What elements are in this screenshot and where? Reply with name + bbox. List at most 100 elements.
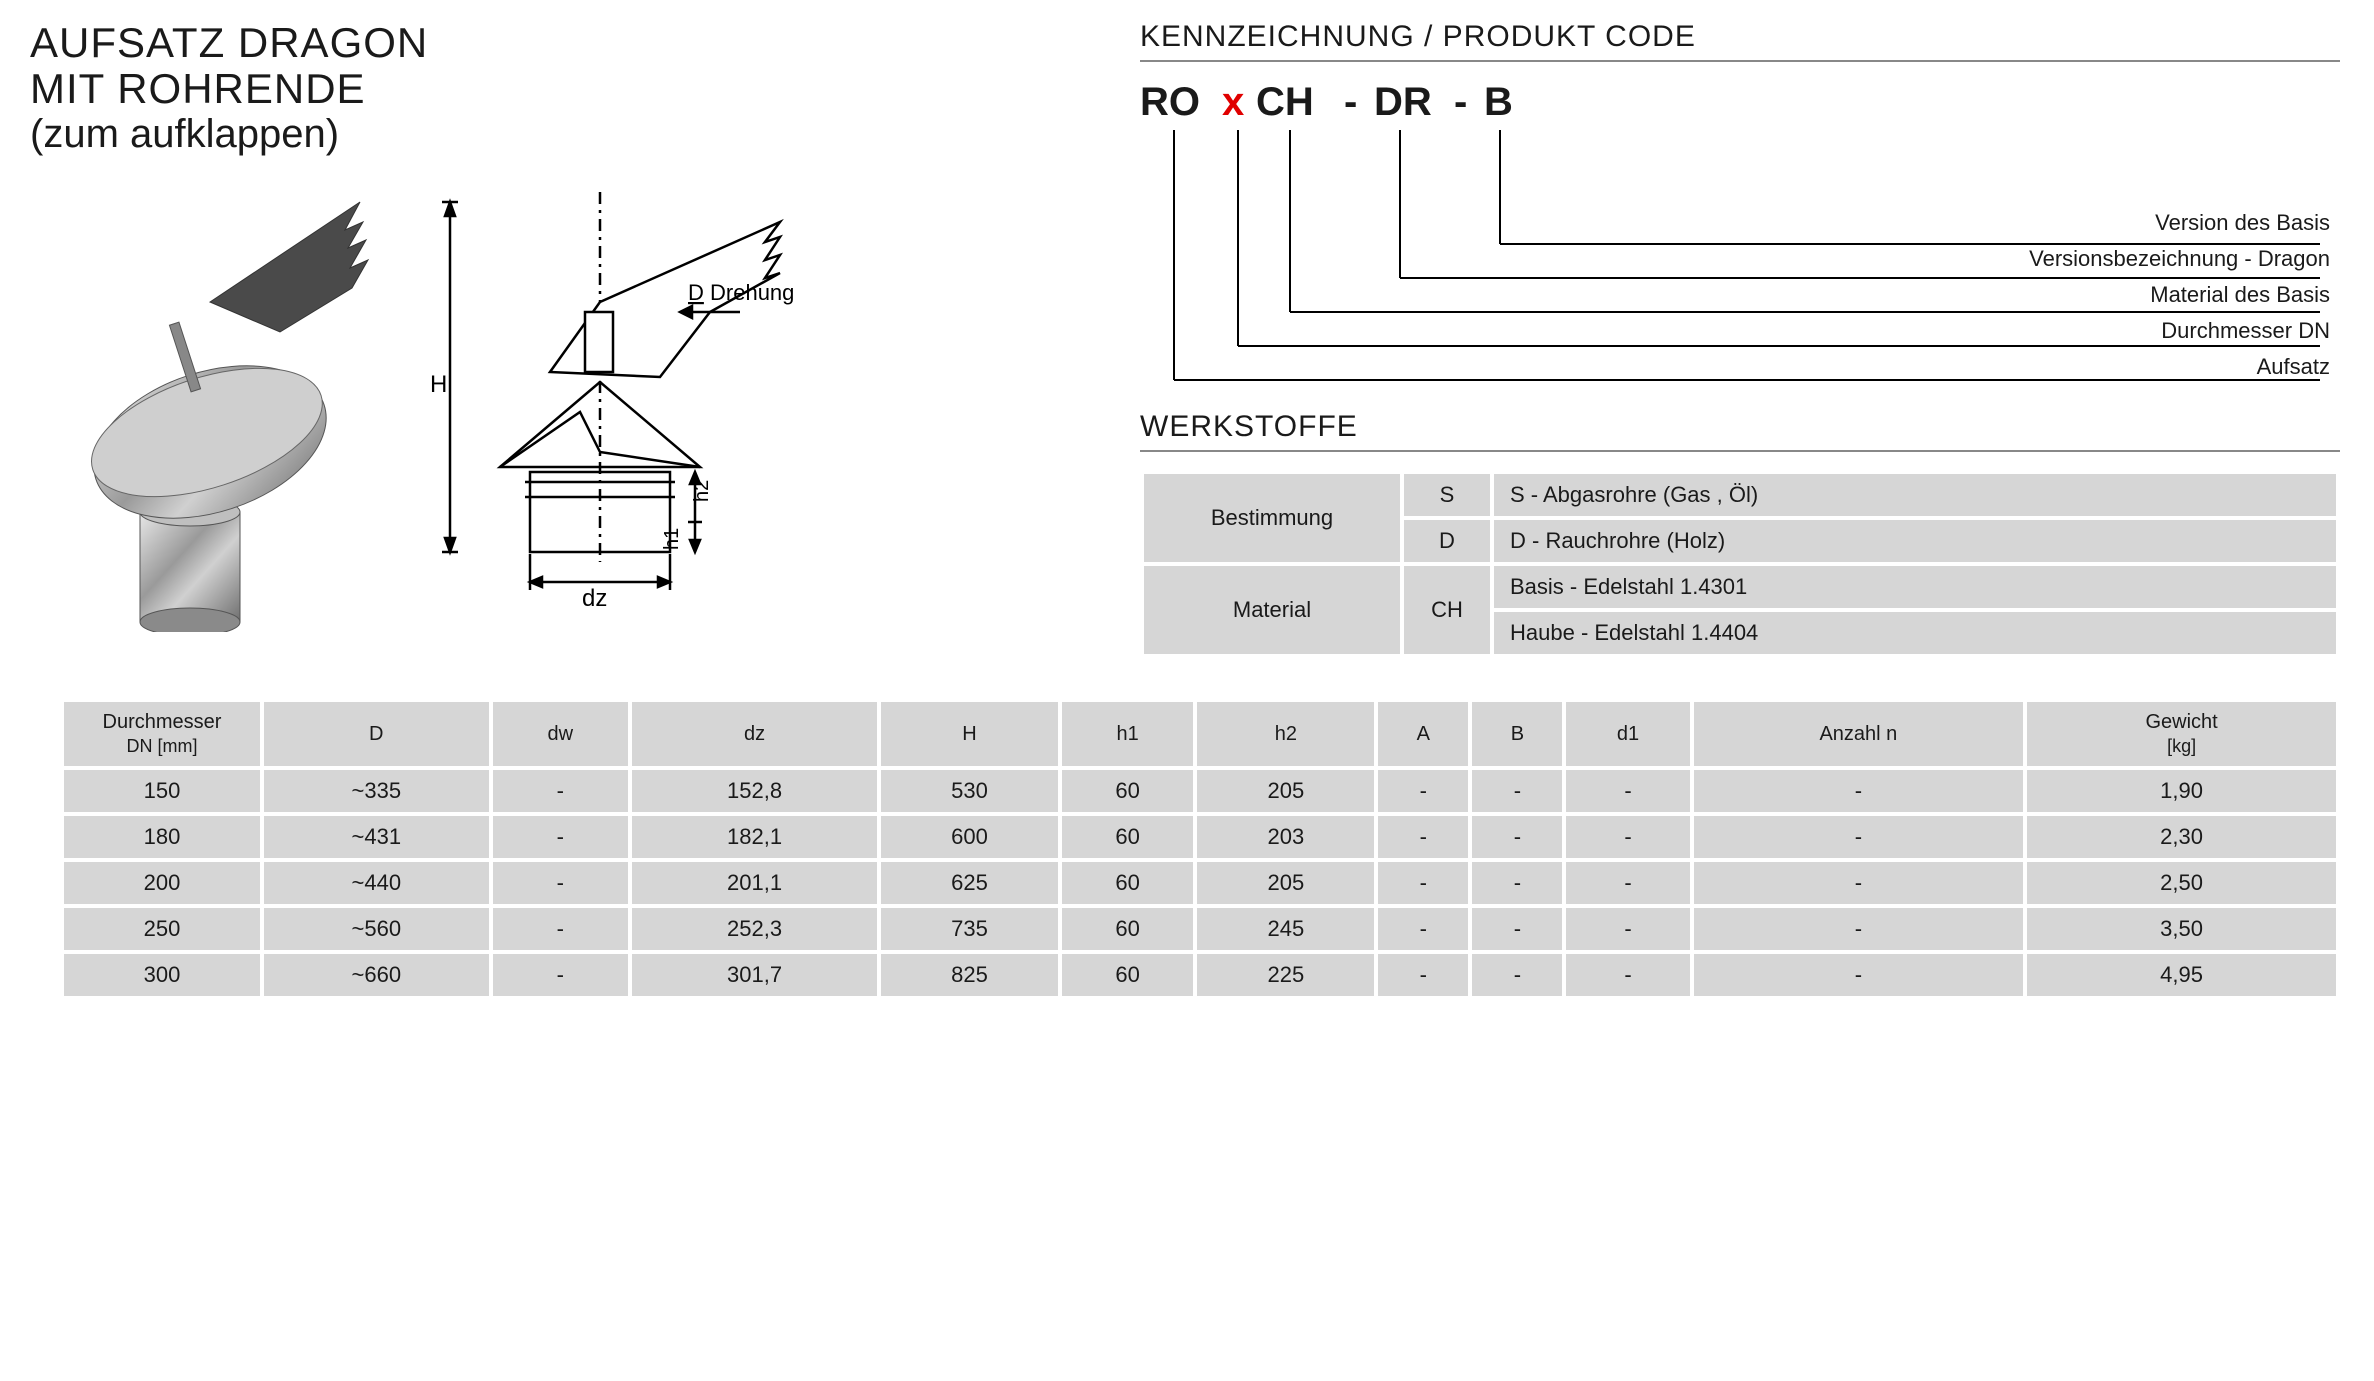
table-row: 200~440-201,162560205----2,50	[62, 860, 2338, 906]
werk-desc: Basis - Edelstahl 1.4301	[1492, 564, 2338, 610]
dim-cell: -	[491, 768, 631, 814]
dim-cell: -	[1470, 768, 1564, 814]
code-part-CH: CH	[1256, 80, 1344, 125]
dim-cell: 1,90	[2025, 768, 2338, 814]
code-legend-item: Durchmesser DN	[2029, 313, 2330, 349]
dim-cell: 530	[879, 768, 1060, 814]
werk-code: CH	[1402, 564, 1492, 656]
dim-cell: -	[1692, 814, 2026, 860]
dim-cell: -	[1376, 860, 1470, 906]
technical-diagram: H D Drehung h2 h1 dz	[430, 182, 830, 612]
title-line1: AUFSATZ DRAGON	[30, 20, 1080, 66]
dim-cell: -	[1564, 952, 1691, 998]
page-title-block: AUFSATZ DRAGON MIT ROHRENDE (zum aufklap…	[30, 20, 1080, 157]
dim-cell: 245	[1195, 906, 1376, 952]
dim-col-header: A	[1376, 700, 1470, 768]
code-part-dash1: -	[1344, 80, 1374, 125]
dim-cell: ~431	[262, 814, 491, 860]
dim-cell: -	[491, 952, 631, 998]
dim-cell: -	[1470, 814, 1564, 860]
diagram-label-D: D	[688, 280, 704, 305]
dim-cell: -	[491, 860, 631, 906]
diagram-label-drehung: Drehung	[710, 280, 794, 305]
dim-cell: -	[1376, 814, 1470, 860]
dim-cell: ~660	[262, 952, 491, 998]
product-code-heading: KENNZEICHNUNG / PRODUKT CODE	[1140, 20, 2340, 62]
dim-cell: 600	[879, 814, 1060, 860]
werk-rowhead: Bestimmung	[1142, 472, 1402, 564]
dim-cell: 60	[1060, 860, 1195, 906]
dim-cell: -	[1470, 906, 1564, 952]
dim-cell: 2,30	[2025, 814, 2338, 860]
dim-cell: 60	[1060, 906, 1195, 952]
dim-cell: -	[1470, 952, 1564, 998]
product-photo	[30, 182, 390, 632]
dim-col-header: DurchmesserDN [mm]	[62, 700, 262, 768]
dim-cell: -	[491, 814, 631, 860]
product-code-string: RO x CH - DR - B	[1140, 80, 2340, 125]
code-part-dash2: -	[1454, 80, 1484, 125]
dim-cell: -	[1376, 952, 1470, 998]
dim-cell: 60	[1060, 814, 1195, 860]
dim-cell: 205	[1195, 768, 1376, 814]
code-legend-item: Version des Basis	[2029, 205, 2330, 241]
dim-cell: -	[1564, 768, 1691, 814]
dim-cell: -	[1470, 860, 1564, 906]
code-legend-item: Versionsbezeichnung - Dragon	[2029, 241, 2330, 277]
dim-cell: 201,1	[630, 860, 879, 906]
dim-cell: -	[1692, 860, 2026, 906]
werkstoffe-heading: WERKSTOFFE	[1140, 410, 2340, 452]
dim-cell: 625	[879, 860, 1060, 906]
diagram-label-h1: h1	[661, 528, 683, 550]
dim-cell: 3,50	[2025, 906, 2338, 952]
dim-col-header: B	[1470, 700, 1564, 768]
dim-cell: 60	[1060, 952, 1195, 998]
werk-code: D	[1402, 518, 1492, 564]
dimensions-table: DurchmesserDN [mm]DdwdzHh1h2ABd1Anzahl n…	[60, 698, 2340, 1000]
dim-cell: 300	[62, 952, 262, 998]
code-part-B: B	[1484, 80, 1524, 125]
werk-desc: D - Rauchrohre (Holz)	[1492, 518, 2338, 564]
dim-col-header: Gewicht[kg]	[2025, 700, 2338, 768]
title-line2: MIT ROHRENDE	[30, 66, 1080, 112]
dim-cell: -	[1564, 814, 1691, 860]
dim-cell: 205	[1195, 860, 1376, 906]
dim-col-header: d1	[1564, 700, 1691, 768]
dim-col-header: h1	[1060, 700, 1195, 768]
code-part-DR: DR	[1374, 80, 1454, 125]
title-line3: (zum aufklappen)	[30, 112, 1080, 157]
dim-cell: ~560	[262, 906, 491, 952]
werk-rowhead: Material	[1142, 564, 1402, 656]
code-part-x: x	[1222, 80, 1256, 125]
dim-cell: -	[1564, 906, 1691, 952]
dim-cell: 252,3	[630, 906, 879, 952]
dim-cell: -	[491, 906, 631, 952]
code-legend-item: Aufsatz	[2029, 349, 2330, 385]
werk-code: S	[1402, 472, 1492, 518]
dim-col-header: D	[262, 700, 491, 768]
dim-cell: 200	[62, 860, 262, 906]
dim-cell: -	[1692, 906, 2026, 952]
dim-col-header: Anzahl n	[1692, 700, 2026, 768]
dim-col-header: H	[879, 700, 1060, 768]
werkstoffe-table: Bestimmung S S - Abgasrohre (Gas , Öl) D…	[1140, 470, 2340, 658]
dim-cell: 180	[62, 814, 262, 860]
werk-desc: Haube - Edelstahl 1.4404	[1492, 610, 2338, 656]
dim-cell: -	[1564, 860, 1691, 906]
table-row: 150~335-152,853060205----1,90	[62, 768, 2338, 814]
dim-col-header: dz	[630, 700, 879, 768]
dim-cell: 60	[1060, 768, 1195, 814]
dim-col-header: h2	[1195, 700, 1376, 768]
dim-cell: 825	[879, 952, 1060, 998]
code-legend-item: Material des Basis	[2029, 277, 2330, 313]
dim-col-header: dw	[491, 700, 631, 768]
product-code-block: RO x CH - DR - B	[1140, 80, 2340, 380]
dim-cell: -	[1692, 768, 2026, 814]
dim-cell: ~335	[262, 768, 491, 814]
svg-text:D Drehung: D Drehung	[688, 280, 794, 305]
dim-cell: 203	[1195, 814, 1376, 860]
dim-cell: 152,8	[630, 768, 879, 814]
werk-desc: S - Abgasrohre (Gas , Öl)	[1492, 472, 2338, 518]
diagram-label-dz: dz	[582, 585, 607, 612]
table-row: 250~560-252,373560245----3,50	[62, 906, 2338, 952]
